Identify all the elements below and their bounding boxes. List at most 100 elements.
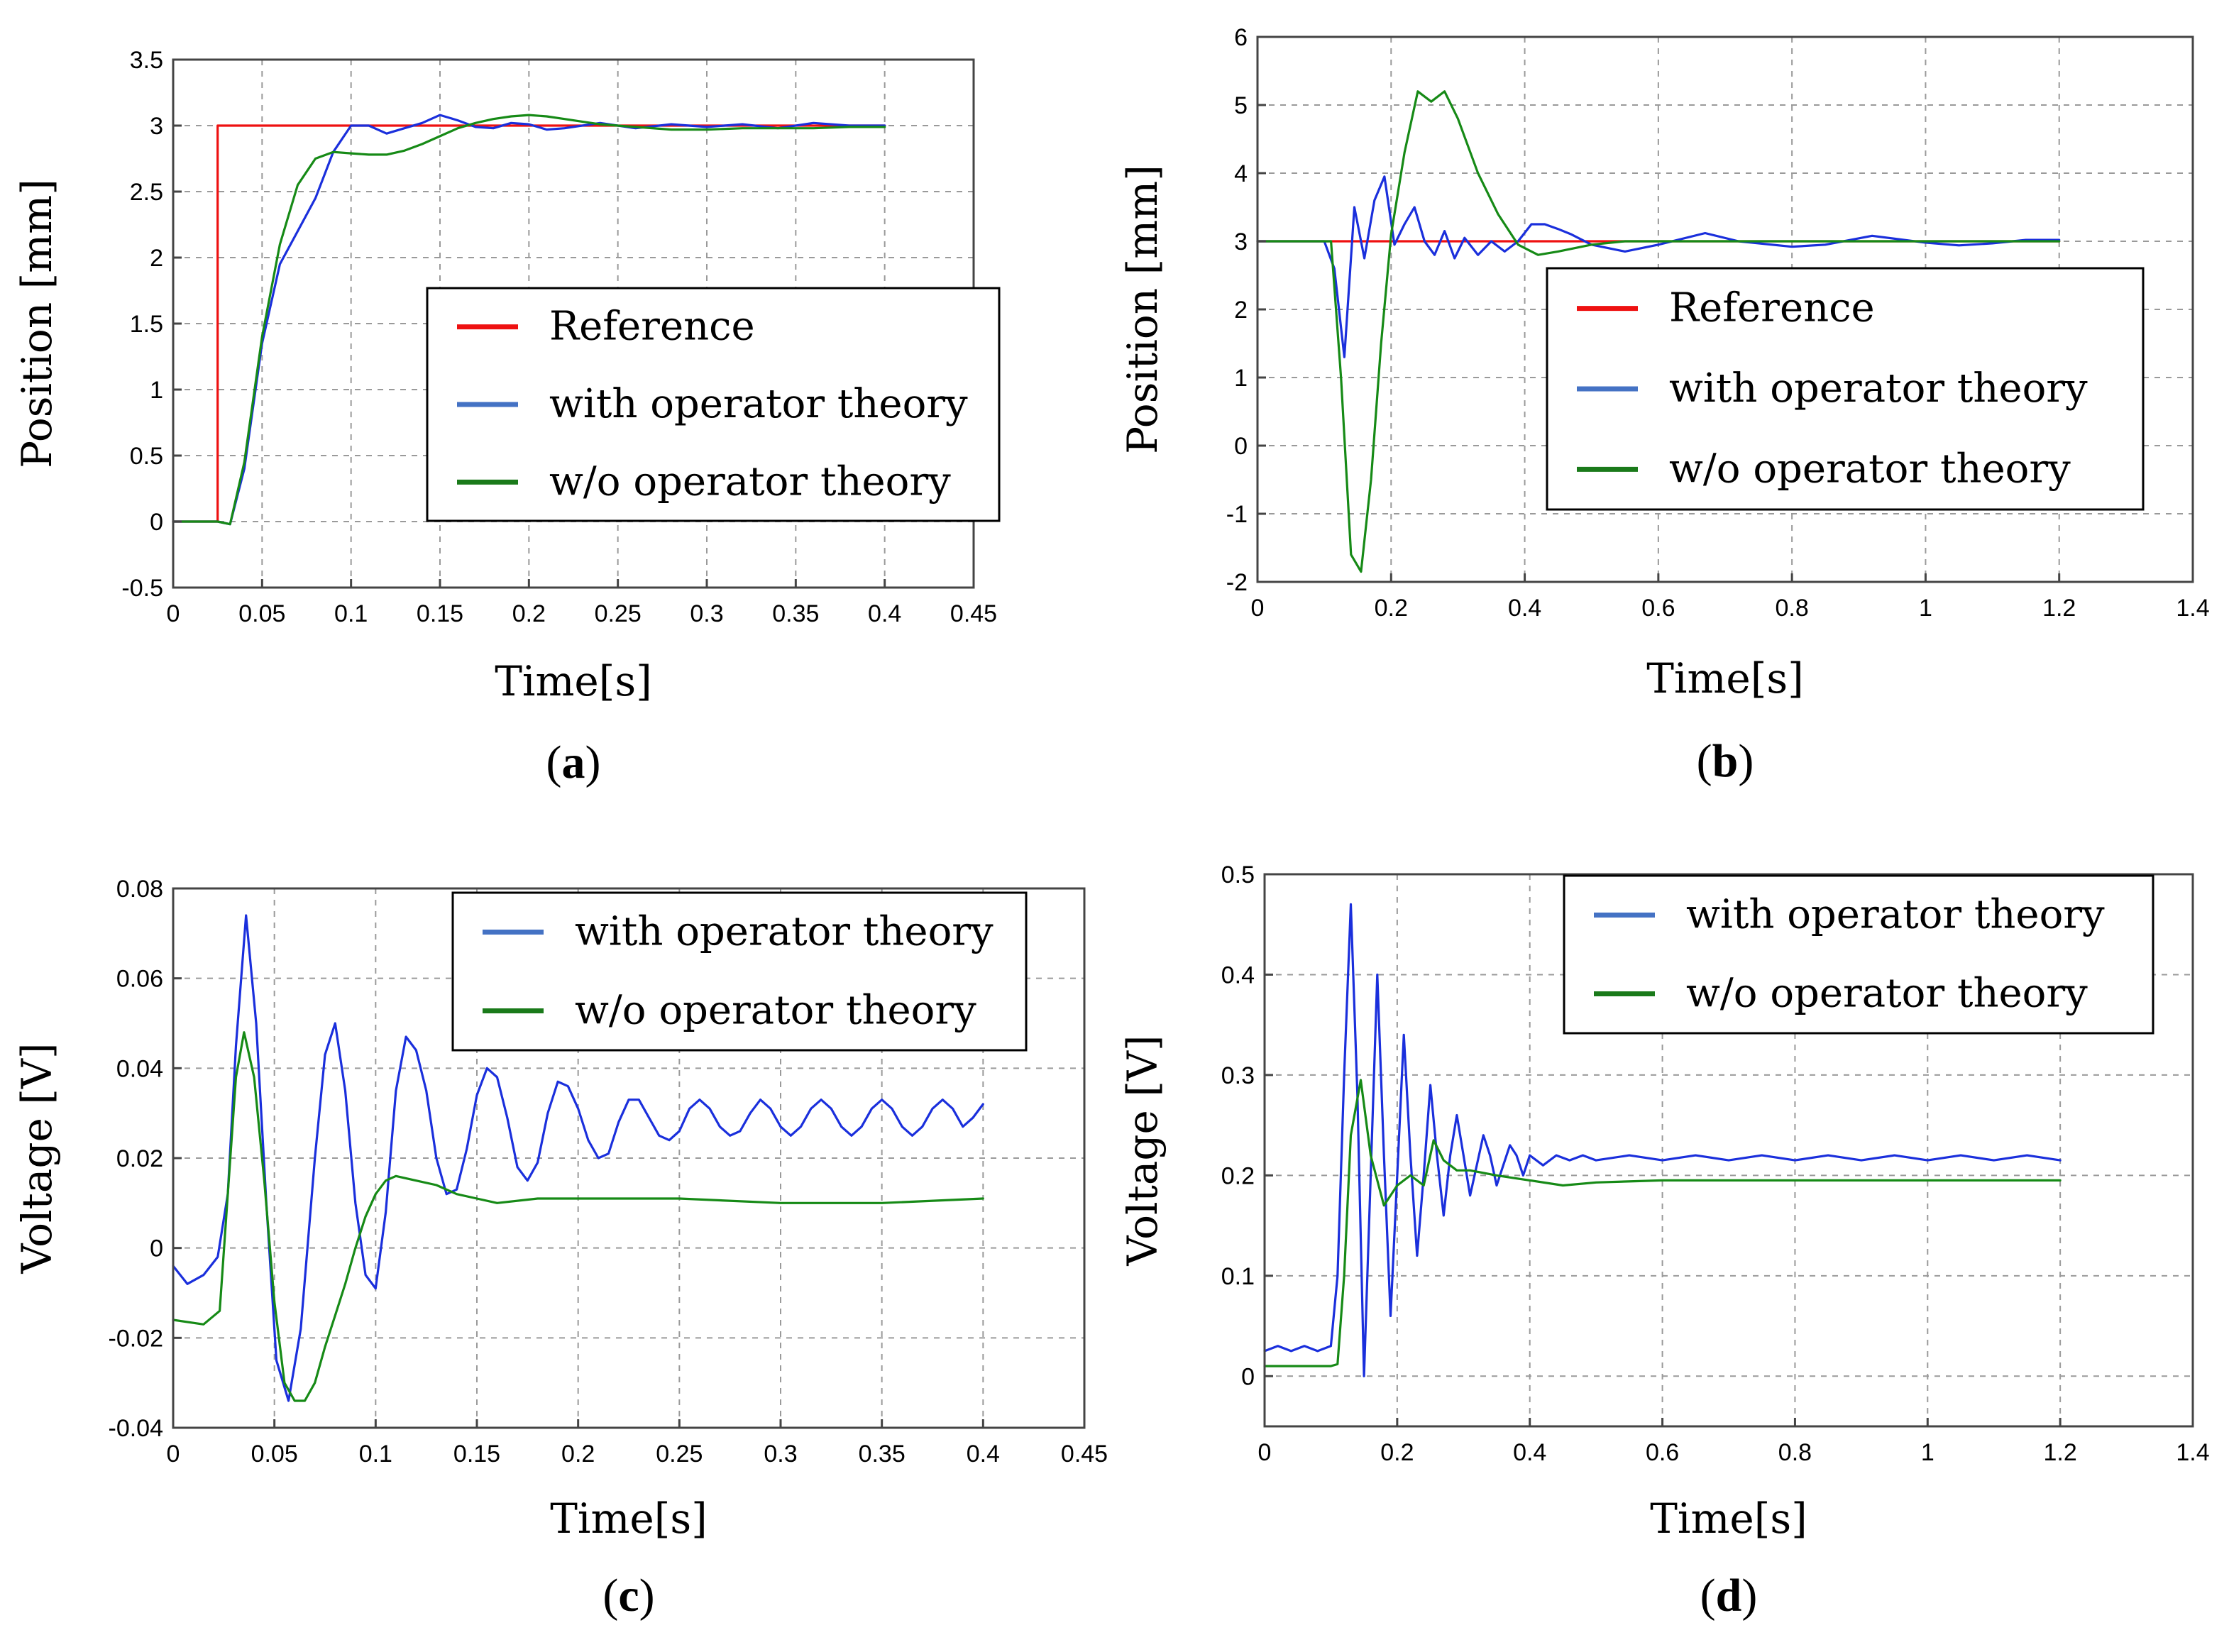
legend: Reference with operator theory w/o operato… [1546, 267, 2145, 511]
y-tick-label: 3 [150, 113, 163, 140]
y-tick-label: 0.5 [1221, 861, 1255, 888]
panel-label: (c) [602, 1570, 654, 1621]
x-axis-label: Time[s] [1646, 654, 1804, 703]
y-tick-label: 0.1 [1221, 1263, 1255, 1290]
x-tick-label: 0.6 [1646, 1439, 1679, 1466]
y-tick-label: -2 [1226, 569, 1248, 596]
y-tick-label: 2.5 [130, 179, 163, 206]
series-line [172, 1031, 984, 1402]
y-tick-label: 0.4 [1221, 962, 1255, 989]
y-tick-label: -0.5 [121, 575, 163, 602]
legend-label: w/o operator theory [1686, 971, 2088, 1017]
legend: Reference with operator theory w/o operato… [426, 287, 1001, 522]
series-line [1256, 90, 2061, 573]
x-tick-label: 0.8 [1778, 1439, 1812, 1466]
x-tick-label: 0.45 [1061, 1441, 1108, 1467]
x-axis-label: Time[s] [1650, 1494, 1807, 1543]
legend-label: Reference [1669, 285, 1875, 331]
x-tick-label: 0 [167, 1441, 180, 1467]
x-tick-label: 0.3 [690, 600, 723, 627]
x-tick-label: 1.2 [2042, 595, 2076, 622]
x-axis-label: Time[s] [495, 657, 652, 705]
y-tick-label: 0.04 [116, 1055, 163, 1082]
x-tick-label: 0.35 [772, 600, 819, 627]
x-tick-label: 0.3 [764, 1441, 797, 1467]
y-tick-label: 0 [150, 509, 163, 536]
legend-label: with operator theory [1686, 892, 2105, 938]
legend-label: with operator theory [1669, 365, 2088, 412]
y-tick-label: 4 [1234, 160, 1248, 187]
y-tick-label: -1 [1226, 501, 1248, 528]
series-line [1263, 1079, 2062, 1367]
legend-box [451, 891, 1028, 1052]
x-tick-label: 0.2 [512, 600, 546, 627]
x-tick-label: 1.4 [2176, 1439, 2209, 1466]
panel-label: (a) [546, 737, 601, 788]
y-tick-label: 5 [1234, 92, 1248, 119]
x-tick-label: 1.4 [2176, 595, 2209, 622]
x-tick-label: 0.6 [1641, 595, 1675, 622]
x-tick-label: 0.4 [967, 1441, 1000, 1467]
x-tick-label: 0 [1258, 1439, 1272, 1466]
plot-frame [1263, 873, 2194, 1428]
panel-label: (b) [1697, 735, 1754, 787]
legend-label: w/o operator theory [1669, 446, 2071, 492]
y-tick-label: 2 [1234, 297, 1248, 324]
y-tick-label: 0.2 [1221, 1162, 1255, 1189]
x-tick-label: 0.15 [453, 1441, 500, 1467]
series-line [172, 914, 984, 1402]
x-tick-label: 0.8 [1776, 595, 1809, 622]
x-tick-label: 0.05 [251, 1441, 298, 1467]
y-tick-label: 1 [1234, 365, 1248, 392]
y-tick-label: 1 [150, 377, 163, 404]
x-tick-label: 0.2 [1380, 1439, 1414, 1466]
x-tick-label: 0.4 [868, 600, 901, 627]
y-tick-label: 1.5 [130, 311, 163, 338]
chart-panel: 0 0.2 0.4 0.6 0.8 1 1.2 1.4 -2 -1 0 1 2 3 4 5 6 Time[s] Po… [1118, 24, 2210, 787]
x-axis-label: Time[s] [550, 1494, 708, 1543]
x-tick-label: 1.2 [2044, 1439, 2077, 1466]
x-tick-label: 0 [1251, 595, 1265, 622]
x-tick-label: 0 [167, 600, 180, 627]
x-tick-label: 0.4 [1508, 595, 1541, 622]
y-axis-label: Voltage [V] [1118, 1035, 1167, 1267]
series-line [172, 114, 886, 526]
x-tick-label: 0.1 [359, 1441, 392, 1467]
x-tick-label: 0.1 [334, 600, 368, 627]
legend-label: w/o operator theory [575, 988, 976, 1034]
x-tick-label: 1 [1921, 1439, 1934, 1466]
x-tick-label: 0.05 [238, 600, 285, 627]
x-tick-label: 0.4 [1513, 1439, 1546, 1466]
y-tick-label: 3 [1234, 228, 1248, 255]
y-axis-label: Voltage [V] [13, 1043, 61, 1274]
y-tick-label: 0.06 [116, 966, 163, 993]
legend-label: with operator theory [575, 909, 994, 955]
series-line [172, 114, 886, 526]
y-tick-label: 0 [1234, 433, 1248, 460]
y-tick-label: 0.02 [116, 1145, 163, 1172]
legend-box [1546, 267, 2145, 511]
y-tick-label: -0.02 [109, 1325, 164, 1352]
legend-box [426, 287, 1001, 522]
x-tick-label: 0.2 [1375, 595, 1408, 622]
y-tick-label: 2 [150, 245, 163, 272]
y-tick-label: 0 [150, 1235, 163, 1262]
legend: with operator theory w/o operator theory [451, 891, 1028, 1052]
x-tick-label: 0.45 [950, 600, 997, 627]
y-tick-label: 6 [1234, 24, 1248, 51]
panel-label: (d) [1700, 1570, 1758, 1621]
y-axis-label: Position [mm] [1118, 165, 1167, 454]
legend-label: w/o operator theory [549, 458, 951, 505]
y-tick-label: 0.08 [116, 876, 163, 903]
chart-panel: 0 0.05 0.1 0.15 0.2 0.25 0.3 0.35 0.4 0.45 -0.04 -0… [13, 876, 1108, 1621]
x-tick-label: 1 [1919, 595, 1932, 622]
y-axis-label: Position [mm] [13, 179, 61, 468]
x-tick-label: 0.25 [595, 600, 642, 627]
y-tick-label: 3.5 [130, 47, 163, 74]
x-tick-label: 0.2 [561, 1441, 595, 1467]
y-tick-label: -0.04 [109, 1415, 164, 1442]
x-tick-label: 0.15 [417, 600, 463, 627]
y-tick-label: 0.5 [130, 443, 163, 470]
legend: with operator theory w/o operator theory [1563, 874, 2154, 1035]
